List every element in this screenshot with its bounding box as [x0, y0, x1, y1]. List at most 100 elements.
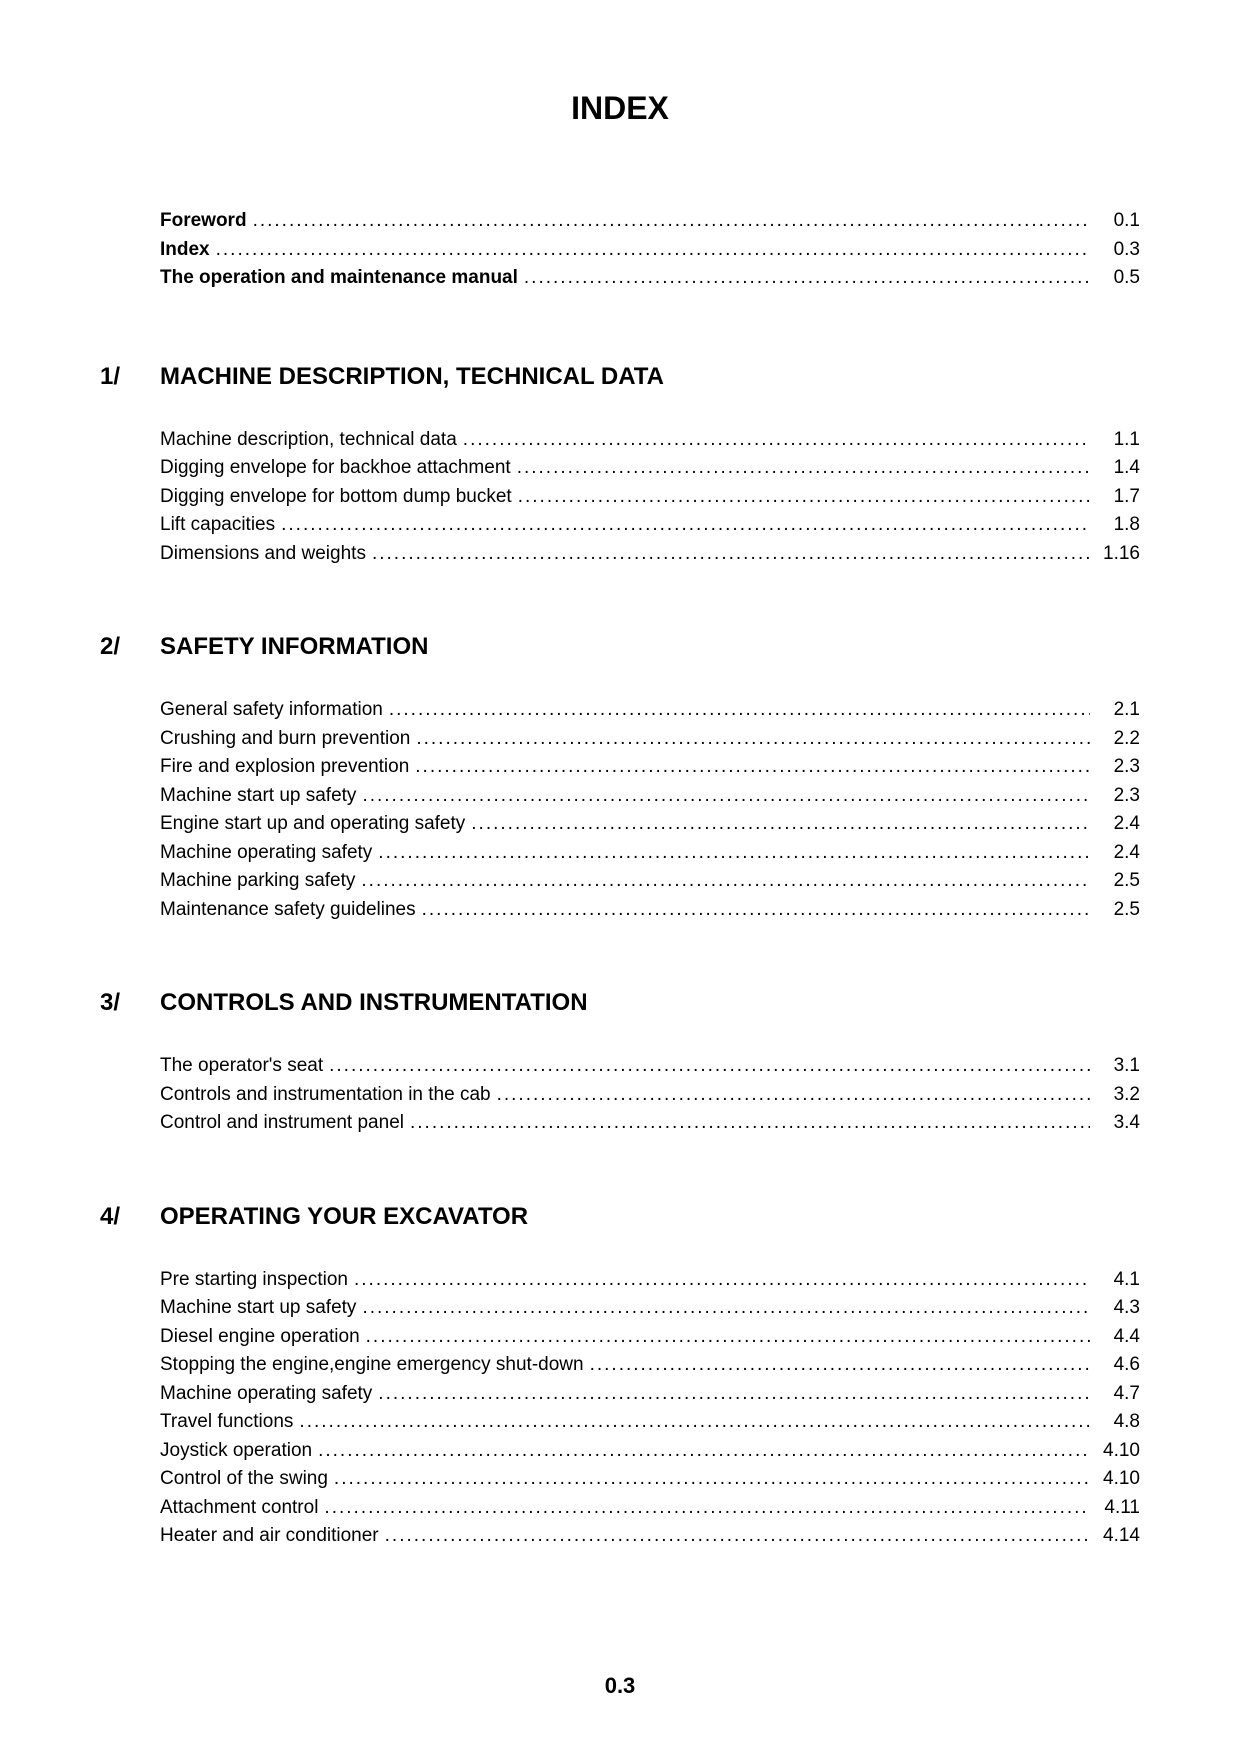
- toc-entry-page: 4.10: [1090, 1465, 1140, 1494]
- toc-entry: Crushing and burn prevention2.2: [160, 725, 1140, 754]
- section-title: MACHINE DESCRIPTION, TECHNICAL DATA: [160, 363, 664, 391]
- toc-entry-label: Digging envelope for backhoe attachment: [160, 454, 511, 483]
- section-entries: Pre starting inspection4.1Machine start …: [160, 1266, 1140, 1551]
- toc-entry-label: Control of the swing: [160, 1465, 328, 1494]
- toc-leader-dots: [318, 1494, 1090, 1523]
- toc-leader-dots: [416, 896, 1090, 925]
- toc-entry-label: Heater and air conditioner: [160, 1522, 379, 1551]
- section-number: 2/: [100, 633, 160, 661]
- toc-leader-dots: [356, 1294, 1090, 1323]
- toc-entry: Joystick operation 4.10: [160, 1437, 1140, 1466]
- toc-entry-label: The operation and maintenance manual: [160, 264, 518, 293]
- toc-leader-dots: [457, 426, 1090, 455]
- toc-entry: Heater and air conditioner4.14: [160, 1522, 1140, 1551]
- toc-entry: Machine parking safety2.5: [160, 867, 1140, 896]
- toc-entry-page: 2.4: [1090, 810, 1140, 839]
- toc-entry: Digging envelope for backhoe attachment1…: [160, 454, 1140, 483]
- toc-entry-page: 0.5: [1090, 264, 1140, 293]
- toc-leader-dots: [584, 1351, 1090, 1380]
- toc-entry-label: Maintenance safety guidelines: [160, 896, 416, 925]
- toc-entry: Maintenance safety guidelines 2.5: [160, 896, 1140, 925]
- toc-leader-dots: [366, 540, 1090, 569]
- toc-entry: Machine start up safety 4.3: [160, 1294, 1140, 1323]
- toc-entry-label: Machine operating safety: [160, 839, 372, 868]
- toc-entry-label: Machine description, technical data: [160, 426, 457, 455]
- toc-leader-dots: [512, 483, 1090, 512]
- toc-leader-dots: [312, 1437, 1090, 1466]
- toc-leader-dots: [293, 1408, 1090, 1437]
- toc-entry: Digging envelope for bottom dump bucket1…: [160, 483, 1140, 512]
- section-number: 3/: [100, 989, 160, 1017]
- toc-entry-label: Diesel engine operation: [160, 1323, 360, 1352]
- toc-leader-dots: [465, 810, 1090, 839]
- toc-leader-dots: [404, 1109, 1090, 1138]
- section-title: CONTROLS AND INSTRUMENTATION: [160, 989, 588, 1017]
- section-number: 4/: [100, 1203, 160, 1231]
- toc-entry: The operation and maintenance manual 0.5: [160, 264, 1140, 293]
- toc-section: 4/OPERATING YOUR EXCAVATOR Pre starting i…: [100, 1203, 1140, 1551]
- toc-entry-label: General safety information: [160, 696, 383, 725]
- section-entries: Machine description, technical data1.1Di…: [160, 426, 1140, 569]
- toc-entry-page: 2.3: [1090, 782, 1140, 811]
- toc-entry: Attachment control 4.11: [160, 1494, 1140, 1523]
- toc-leader-dots: [379, 1522, 1090, 1551]
- section-entries: The operator's seat3.1Controls and instr…: [160, 1052, 1140, 1138]
- toc-leader-dots: [348, 1266, 1090, 1295]
- page-title: INDEX: [100, 90, 1140, 127]
- section-title: SAFETY INFORMATION: [160, 633, 428, 661]
- toc-entry: Foreword0.1: [160, 207, 1140, 236]
- section-entries: General safety information2.1Crushing an…: [160, 696, 1140, 924]
- toc-entry-label: Stopping the engine,engine emergency shu…: [160, 1351, 584, 1380]
- toc-leader-dots: [383, 696, 1090, 725]
- toc-entry-page: 4.11: [1090, 1494, 1140, 1523]
- toc-entry-label: Joystick operation: [160, 1437, 312, 1466]
- section-title: OPERATING YOUR EXCAVATOR: [160, 1203, 528, 1231]
- toc-entry-label: Foreword: [160, 207, 247, 236]
- toc-entry-page: 3.4: [1090, 1109, 1140, 1138]
- toc-leader-dots: [372, 1380, 1090, 1409]
- toc-entry-page: 1.1: [1090, 426, 1140, 455]
- toc-leader-dots: [328, 1465, 1090, 1494]
- toc-entry-page: 2.1: [1090, 696, 1140, 725]
- toc-entry-page: 4.10: [1090, 1437, 1140, 1466]
- toc-entry-page: 2.5: [1090, 896, 1140, 925]
- toc-entry-label: Crushing and burn prevention: [160, 725, 410, 754]
- toc-leader-dots: [410, 725, 1090, 754]
- toc-entry-label: Travel functions: [160, 1408, 293, 1437]
- toc-leader-dots: [355, 867, 1090, 896]
- toc-entry-page: 4.3: [1090, 1294, 1140, 1323]
- toc-entry: Pre starting inspection4.1: [160, 1266, 1140, 1295]
- toc-entry: Diesel engine operation 4.4: [160, 1323, 1140, 1352]
- toc-entry-page: 4.8: [1090, 1408, 1140, 1437]
- toc-entry-page: 2.4: [1090, 839, 1140, 868]
- toc-leader-dots: [491, 1081, 1090, 1110]
- page-number: 0.3: [0, 1673, 1240, 1699]
- toc-entry: Control of the swing 4.10: [160, 1465, 1140, 1494]
- toc-entry: Lift capacities1.8: [160, 511, 1140, 540]
- toc-leader-dots: [372, 839, 1090, 868]
- toc-entry-page: 1.16: [1090, 540, 1140, 569]
- toc-entry-label: The operator's seat: [160, 1052, 323, 1081]
- toc-entry-label: Machine operating safety: [160, 1380, 372, 1409]
- toc-entry: Fire and explosion prevention 2.3: [160, 753, 1140, 782]
- toc-leader-dots: [210, 236, 1090, 265]
- toc-entry-label: Attachment control: [160, 1494, 318, 1523]
- toc-entry-label: Fire and explosion prevention: [160, 753, 409, 782]
- toc-entry-label: Controls and instrumentation in the cab: [160, 1081, 491, 1110]
- toc-entry-page: 4.6: [1090, 1351, 1140, 1380]
- toc-entry-label: Engine start up and operating safety: [160, 810, 465, 839]
- section-number: 1/: [100, 363, 160, 391]
- toc-entry: Machine operating safety 2.4: [160, 839, 1140, 868]
- toc-entry-label: Pre starting inspection: [160, 1266, 348, 1295]
- toc-entry-label: Control and instrument panel: [160, 1109, 404, 1138]
- toc-entry-label: Index: [160, 236, 210, 265]
- toc-entry-page: 4.4: [1090, 1323, 1140, 1352]
- toc-entry: Dimensions and weights1.16: [160, 540, 1140, 569]
- toc-entry-label: Machine start up safety: [160, 1294, 356, 1323]
- toc-entry-page: 2.3: [1090, 753, 1140, 782]
- section-header: 4/OPERATING YOUR EXCAVATOR: [100, 1203, 1140, 1231]
- toc-leader-dots: [275, 511, 1090, 540]
- toc-leader-dots: [247, 207, 1090, 236]
- toc-entry: Machine description, technical data 1.1: [160, 426, 1140, 455]
- toc-entry: Machine start up safety2.3: [160, 782, 1140, 811]
